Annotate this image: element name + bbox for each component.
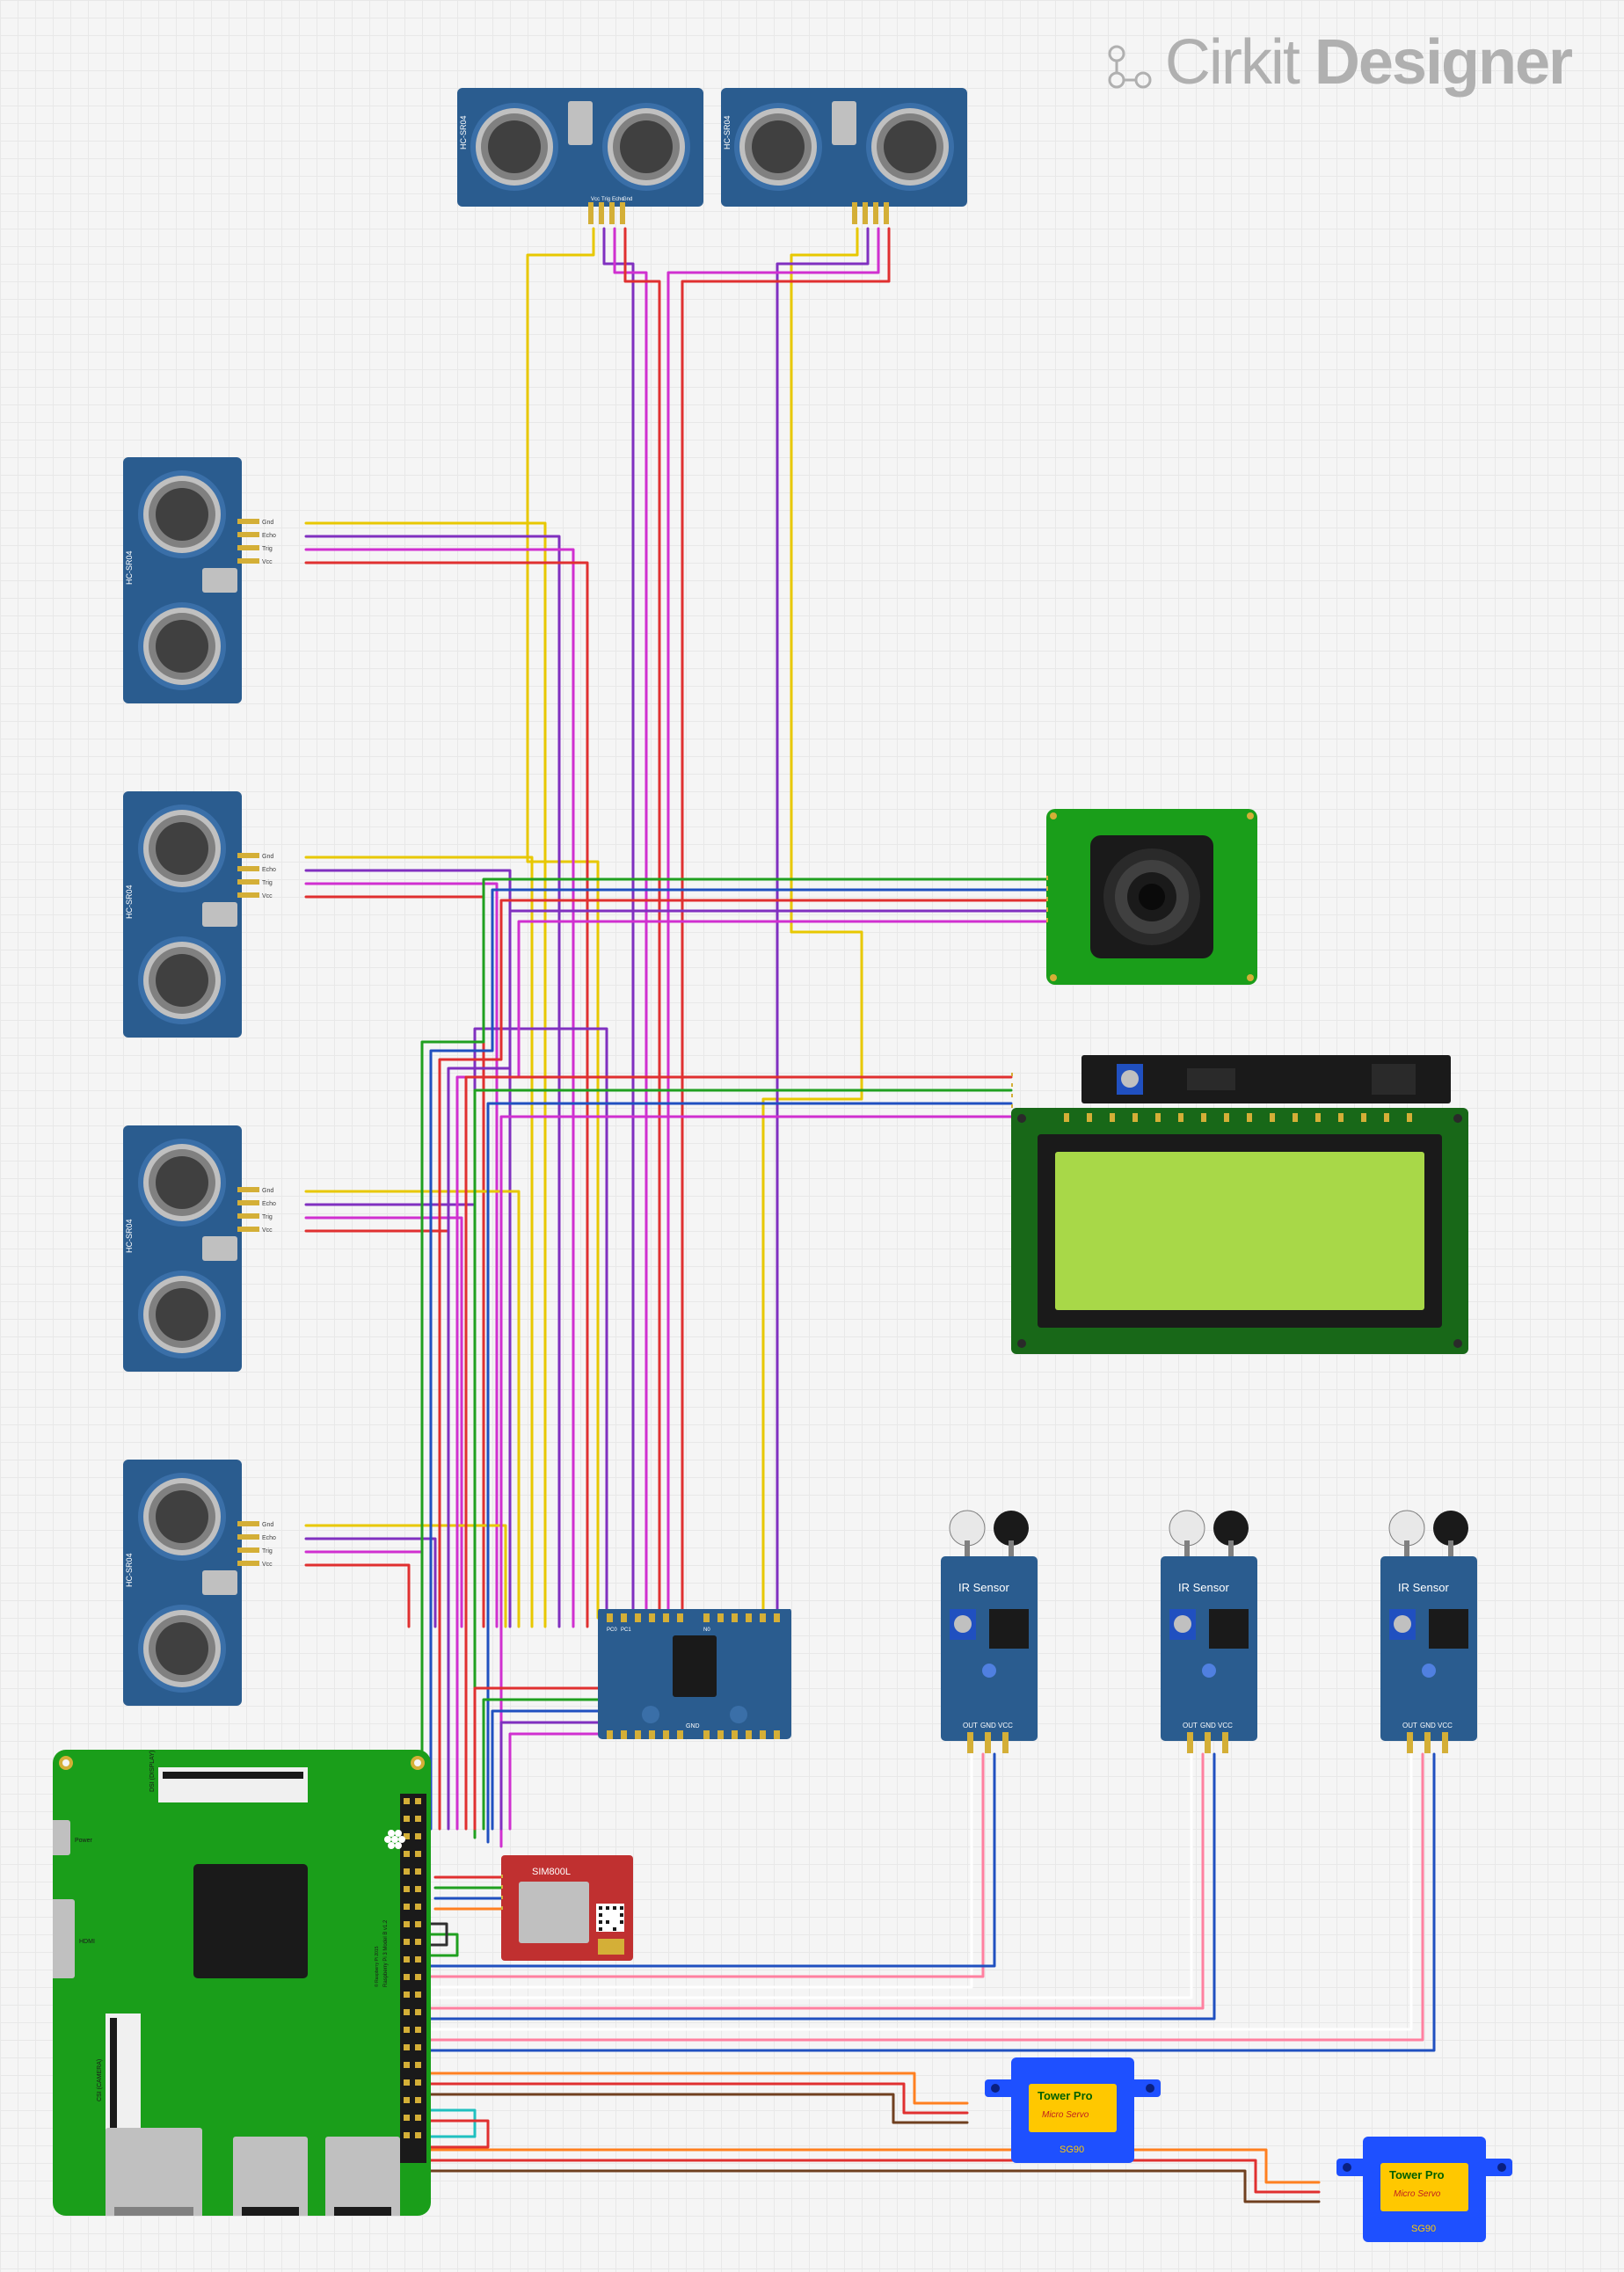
ultrasonic-sensor-top-1[interactable]: HC-SR04 VccTrigEchoGnd [457, 88, 703, 233]
svg-text:GND: GND [980, 1722, 996, 1729]
multiplexer-board[interactable]: PC0 PC1 N0 GND [598, 1609, 791, 1763]
servo-motor-1[interactable]: Tower Pro Micro Servo SG90 [985, 2049, 1187, 2176]
gsm-module[interactable]: SIM800L [501, 1855, 633, 1965]
svg-text:VCC: VCC [1218, 1722, 1233, 1729]
svg-text:Echo: Echo [262, 1201, 276, 1207]
svg-text:IR Sensor: IR Sensor [1398, 1581, 1449, 1594]
circuit-canvas[interactable]: Cirkit Designer HC-SR04 VccTrigEchoGnd H… [0, 0, 1624, 2272]
svg-text:Trig: Trig [262, 1214, 273, 1220]
ir-sensor-2[interactable]: IR Sensor OUTGNDVCC [1161, 1504, 1257, 1772]
svg-text:Tower Pro: Tower Pro [1389, 2168, 1445, 2181]
svg-text:Trig: Trig [601, 197, 610, 202]
svg-text:Gnd: Gnd [623, 197, 632, 202]
svg-text:HC-SR04: HC-SR04 [723, 115, 732, 149]
svg-text:CSI (CAMERA): CSI (CAMERA) [97, 2059, 103, 2101]
svg-text:HC-SR04: HC-SR04 [125, 550, 134, 585]
svg-text:OUT: OUT [963, 1722, 978, 1729]
svg-text:Vcc: Vcc [262, 893, 273, 899]
svg-text:Vcc: Vcc [262, 1227, 273, 1234]
svg-text:PC0: PC0 [607, 1628, 617, 1633]
ultrasonic-sensor-top-2[interactable]: HC-SR04 [721, 88, 967, 233]
svg-text:HC-SR04: HC-SR04 [125, 1553, 134, 1587]
svg-text:OUT: OUT [1183, 1722, 1198, 1729]
svg-text:HC-SR04: HC-SR04 [125, 885, 134, 919]
svg-text:Vcc: Vcc [262, 1562, 273, 1568]
svg-text:GND: GND [1200, 1722, 1216, 1729]
ultrasonic-sensor-left-3[interactable]: HC-SR04 Gnd Echo Trig Vcc [123, 1125, 317, 1376]
svg-text:SIM800L: SIM800L [532, 1867, 571, 1877]
svg-text:Micro Servo: Micro Servo [1042, 2110, 1089, 2120]
svg-text:IR Sensor: IR Sensor [1178, 1581, 1229, 1594]
svg-text:Raspberry Pi 3 Model B v1.2: Raspberry Pi 3 Model B v1.2 [383, 1919, 389, 1987]
svg-text:Power: Power [75, 1838, 93, 1844]
svg-text:OUT: OUT [1402, 1722, 1417, 1729]
svg-text:Echo: Echo [262, 533, 276, 539]
svg-text:Trig: Trig [262, 1548, 273, 1555]
svg-text:VCC: VCC [1438, 1722, 1453, 1729]
svg-text:N0: N0 [703, 1628, 710, 1633]
ultrasonic-sensor-left-4[interactable]: HC-SR04 Gnd Echo Trig Vcc [123, 1460, 317, 1710]
svg-text:SG90: SG90 [1411, 2224, 1436, 2234]
svg-text:Vcc: Vcc [262, 559, 273, 565]
svg-text:© Raspberry Pi 2015: © Raspberry Pi 2015 [374, 1946, 380, 1987]
svg-text:HDMI: HDMI [79, 1939, 95, 1945]
svg-text:DSI (DISPLAY): DSI (DISPLAY) [149, 1751, 156, 1792]
ultrasonic-sensor-left-2[interactable]: HC-SR04 Gnd Echo Trig Vcc [123, 791, 317, 1042]
svg-text:HC-SR04: HC-SR04 [459, 115, 468, 149]
svg-text:IR Sensor: IR Sensor [958, 1581, 1009, 1594]
svg-text:HC-SR04: HC-SR04 [125, 1219, 134, 1253]
raspberry-pi[interactable]: DSI (DISPLAY) Power HDMI CSI (CAMERA) Ra… [53, 1750, 448, 2220]
cirkit-logo-icon [1103, 40, 1156, 93]
lcd-display[interactable] [1011, 1055, 1468, 1358]
camera-module[interactable] [1046, 809, 1257, 989]
watermark: Cirkit Designer [1103, 26, 1571, 98]
svg-text:GND: GND [1420, 1722, 1436, 1729]
svg-text:Micro Servo: Micro Servo [1394, 2189, 1441, 2199]
ir-sensor-1[interactable]: IR Sensor OUTGNDVCC [941, 1504, 1038, 1772]
ultrasonic-sensor-left-1[interactable]: HC-SR04 Gnd Echo Trig Vcc [123, 457, 317, 708]
ir-sensor-3[interactable]: IR Sensor OUTGNDVCC [1380, 1504, 1477, 1772]
svg-text:Echo: Echo [262, 1535, 276, 1541]
svg-text:Gnd: Gnd [262, 854, 273, 860]
svg-text:Gnd: Gnd [262, 520, 273, 526]
svg-text:Gnd: Gnd [262, 1188, 273, 1194]
svg-text:Trig: Trig [262, 546, 273, 552]
svg-text:Echo: Echo [262, 867, 276, 873]
svg-text:Tower Pro: Tower Pro [1038, 2089, 1093, 2102]
svg-text:Vcc: Vcc [591, 197, 600, 202]
servo-motor-2[interactable]: Tower Pro Micro Servo SG90 [1336, 2128, 1539, 2255]
svg-text:PC1: PC1 [621, 1628, 631, 1633]
svg-text:Trig: Trig [262, 880, 273, 886]
svg-text:SG90: SG90 [1060, 2145, 1084, 2155]
svg-text:Gnd: Gnd [262, 1522, 273, 1528]
svg-text:VCC: VCC [998, 1722, 1013, 1729]
svg-text:GND: GND [686, 1723, 700, 1729]
